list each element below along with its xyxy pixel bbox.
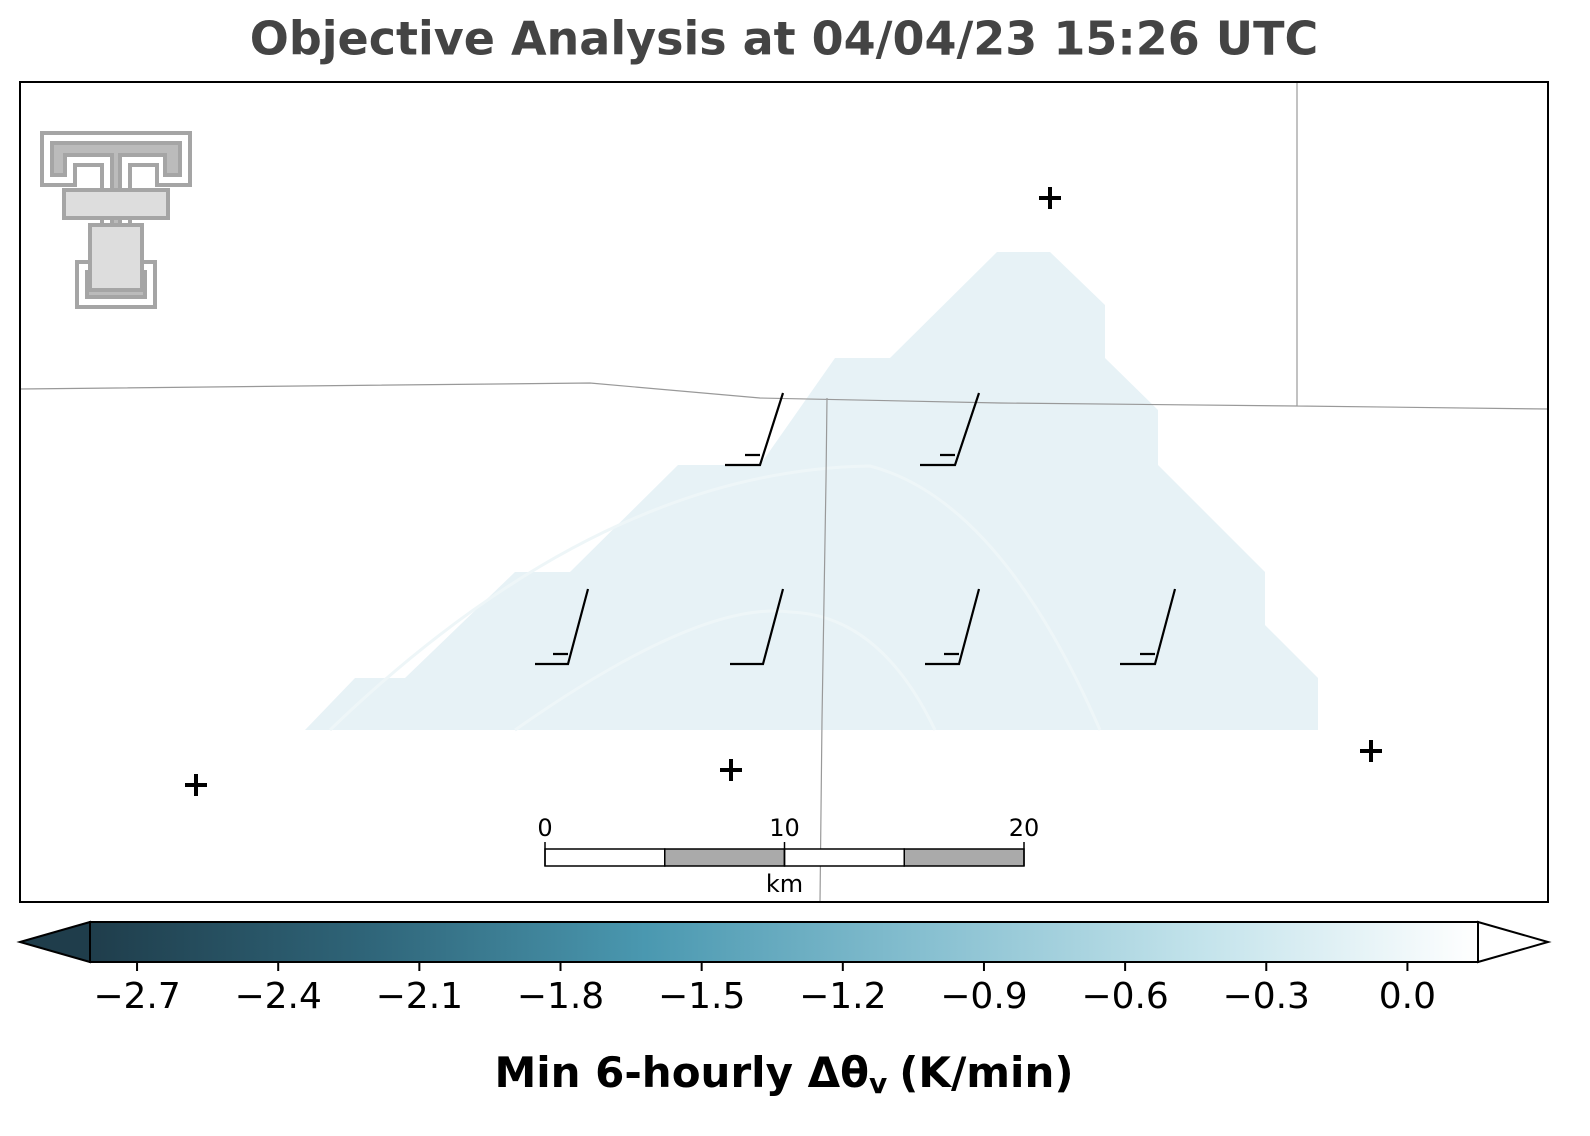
- logo: [40, 131, 192, 309]
- colorbar-tick-label: −2.4: [234, 976, 321, 1017]
- wind-barb: [920, 392, 981, 467]
- colorbar-tick-label: −2.1: [376, 976, 463, 1017]
- logo-outer: [40, 131, 192, 309]
- title: Objective Analysis at 04/04/23 15:26 UTC: [250, 12, 1319, 66]
- station-marker: [185, 774, 207, 796]
- scale-tick-label: 20: [1009, 814, 1040, 842]
- scale-bar: 0 10 20 km: [537, 814, 1039, 898]
- scale-segment: [544, 848, 666, 867]
- colorbar-extend-high: [1477, 920, 1552, 964]
- station-marker: [720, 759, 742, 781]
- boundary: [19, 82, 1549, 903]
- label-main: Min 6-hourly Δθ: [494, 1048, 869, 1097]
- colorbar-body: [89, 921, 1479, 963]
- wind-barb: [1120, 588, 1177, 666]
- map-frame: [19, 81, 1549, 903]
- colorbar-tick-label: −0.9: [940, 976, 1027, 1017]
- wind-barbs: [535, 392, 1177, 666]
- colorbar: Min 6-hourly Δθv (K/min) −2.7 −2.4 −2.1 −1.8…: [16, 920, 1552, 1101]
- label-unit: (K/min): [899, 1048, 1073, 1097]
- colorbar-tick-label: −0.6: [1081, 976, 1168, 1017]
- scale-unit: km: [766, 870, 803, 898]
- colorbar-tick-label: 0.0: [1379, 976, 1436, 1017]
- colorbar-extend-low: [16, 920, 91, 964]
- map: 0 10 20 km: [19, 81, 1549, 903]
- wind-barb: [725, 392, 785, 467]
- wind-barb: [730, 588, 785, 666]
- analysis-shading: [305, 252, 1318, 730]
- scale-tick-label: 10: [769, 814, 800, 842]
- station-marker: [1039, 187, 1061, 209]
- colorbar-tick-label: −2.7: [93, 976, 180, 1017]
- wind-barb: [535, 588, 590, 666]
- colorbar-tick-label: −0.3: [1223, 976, 1310, 1017]
- shading-contour: [328, 464, 1102, 732]
- wind-barb: [925, 588, 981, 666]
- station-markers: [185, 187, 1382, 796]
- scale-segment: [783, 848, 905, 867]
- station-marker: [1360, 740, 1382, 762]
- colorbar-tick-label: −1.8: [517, 976, 604, 1017]
- colorbar-tick-label: −1.5: [658, 976, 745, 1017]
- colorbar-label: Min 6-hourly Δθv (K/min): [494, 1048, 1073, 1101]
- scale-tick-label: 0: [537, 814, 552, 842]
- colorbar-tick-label: −1.2: [799, 976, 886, 1017]
- scale-segment: [903, 848, 1025, 867]
- scale-segment: [664, 848, 786, 867]
- label-sub: v: [869, 1067, 887, 1100]
- logo-core: [62, 188, 170, 292]
